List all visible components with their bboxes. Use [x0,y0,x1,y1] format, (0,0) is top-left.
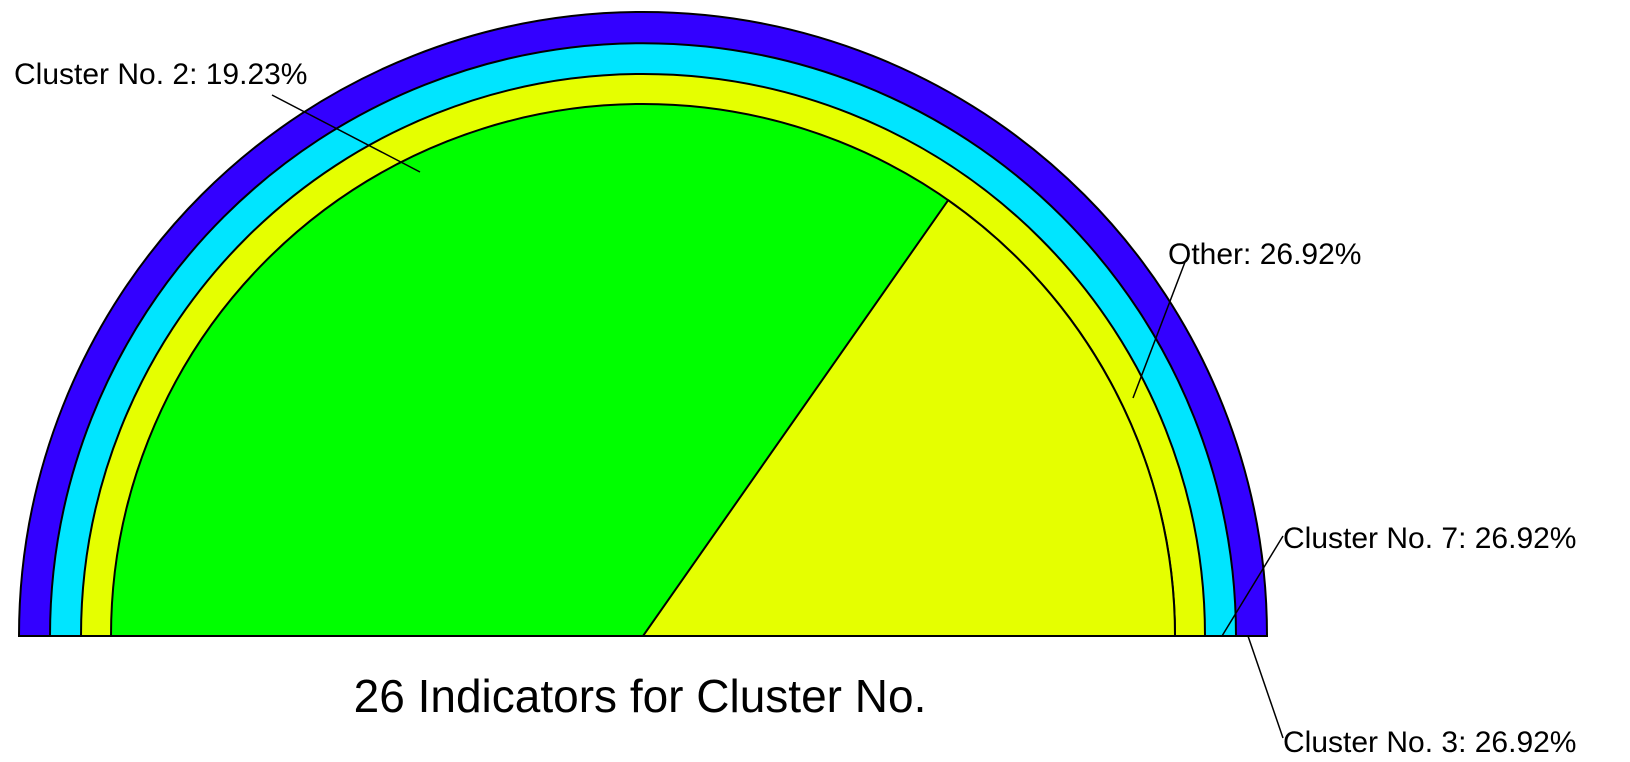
slice-labels: Cluster No. 2: 19.23% Cluster No. 7: 26.… [14,58,1576,759]
chart-title: 26 Indicators for Cluster No. [354,670,927,722]
slice-wedge-cluster-3 [641,198,1177,637]
leader-other [1132,261,1186,399]
leader-cluster-3 [1247,635,1284,739]
leader-cluster-7 [1221,535,1284,637]
slice-label-cluster-7: Cluster No. 7: 26.92% [1283,522,1576,555]
slice-label-other: Other: 26.92% [1168,238,1361,271]
inner-split [19,198,1267,637]
leader-lines [271,94,1284,739]
slice-label-cluster-2: Cluster No. 2: 19.23% [14,58,307,91]
slice-label-cluster-3: Cluster No. 3: 26.92% [1283,726,1576,759]
leader-cluster-2 [271,94,421,173]
